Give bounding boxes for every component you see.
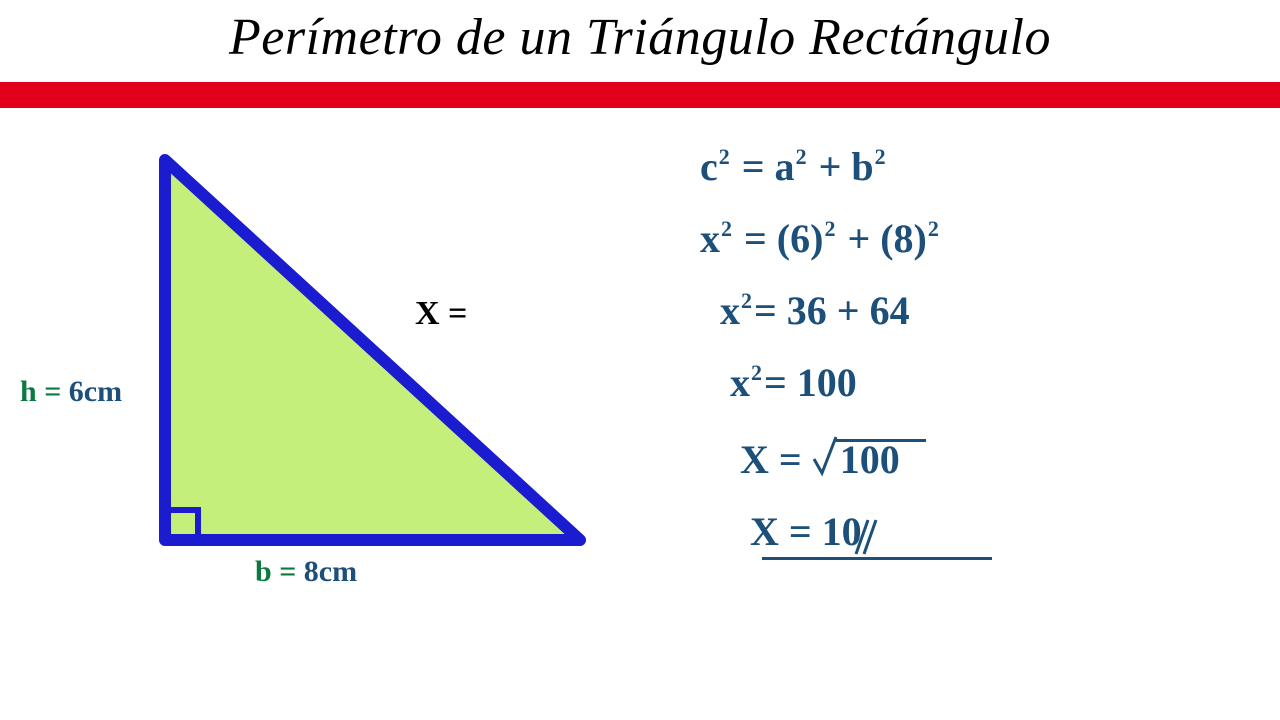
calculations: c2 = a2 + b2 x2 = (6)2 + (8)2 x2= 36 + 6…: [700, 145, 1240, 582]
triangle-shape: [165, 160, 580, 540]
calc-line-3: x2= 36 + 64: [720, 289, 1240, 333]
eq-100: = 100: [764, 360, 857, 405]
base-variable: b: [255, 555, 272, 588]
c-var: c: [700, 144, 718, 189]
eq-six: = (6): [744, 216, 823, 261]
exp-2: 2: [721, 216, 732, 241]
x-var: x: [730, 360, 750, 405]
height-value: 6cm: [69, 375, 122, 408]
answer-ticks-icon: [852, 518, 882, 558]
calc-line-2: x2 = (6)2 + (8)2: [700, 217, 1240, 261]
x-var: x: [720, 288, 740, 333]
exp-2: 2: [928, 216, 939, 241]
exp-2: 2: [719, 144, 730, 169]
plus-b: + b: [819, 144, 874, 189]
plus-eight: + (8): [847, 216, 926, 261]
calc-line-4: x2= 100: [730, 361, 1240, 405]
exp-2: 2: [875, 144, 886, 169]
hypotenuse-label: X =: [415, 295, 467, 333]
exp-2: 2: [796, 144, 807, 169]
base-label: b = 8cm: [255, 555, 357, 589]
x-eq-10: X = 10: [750, 509, 862, 554]
base-equals: =: [279, 555, 304, 588]
calc-line-5: X = 100: [740, 433, 1240, 482]
sqrt-overbar: [836, 439, 926, 442]
height-variable: h: [20, 375, 37, 408]
x-var: x: [700, 216, 720, 261]
page-title: Perímetro de un Triángulo Rectángulo: [0, 8, 1280, 67]
height-label: h = 6cm: [20, 375, 122, 409]
exp-2: 2: [824, 216, 835, 241]
exp-2: 2: [741, 288, 752, 313]
sum-36-64: = 36 + 64: [754, 288, 910, 333]
divider-bar: [0, 82, 1280, 108]
calc-line-1: c2 = a2 + b2: [700, 145, 1240, 189]
calc-line-6: X = 10: [750, 510, 862, 554]
triangle-diagram: h = 6cm b = 8cm X =: [80, 150, 600, 630]
base-value: 8cm: [304, 555, 357, 588]
exp-2: 2: [751, 360, 762, 385]
rad-100: 100: [840, 437, 900, 482]
x-eq: X =: [740, 437, 802, 482]
eq-a: = a: [742, 144, 795, 189]
radicand: 100: [840, 437, 900, 482]
height-equals: =: [44, 375, 69, 408]
